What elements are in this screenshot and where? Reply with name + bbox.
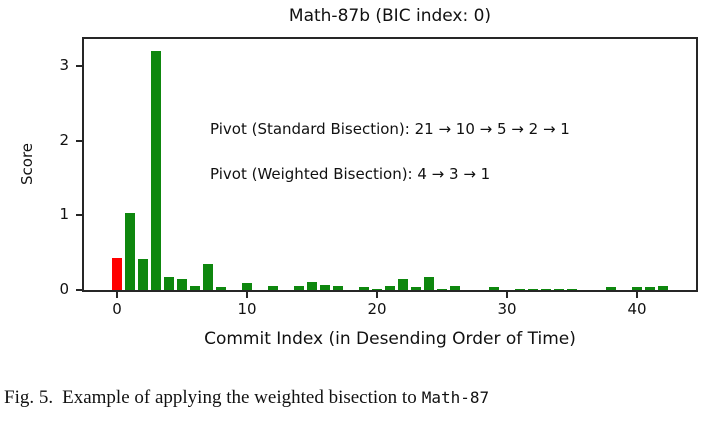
x-tick-mark bbox=[636, 292, 638, 298]
bar bbox=[177, 279, 187, 290]
bar bbox=[385, 286, 395, 290]
x-tick-label: 30 bbox=[497, 300, 517, 318]
y-tick-mark bbox=[76, 65, 82, 67]
chart-title: Math-87b (BIC index: 0) bbox=[288, 6, 492, 26]
x-tick-mark bbox=[506, 292, 508, 298]
y-tick-label: 1 bbox=[59, 205, 69, 223]
bar bbox=[515, 289, 525, 290]
x-axis-label: Commit Index (in Desending Order of Time… bbox=[204, 329, 576, 349]
annotation-weighted-bisection: Pivot (Weighted Bisection): 4 → 3 → 1 bbox=[210, 165, 491, 183]
bar bbox=[307, 282, 317, 290]
caption-code: Math-87 bbox=[421, 388, 490, 407]
y-tick-label: 2 bbox=[59, 131, 69, 149]
bar bbox=[125, 213, 135, 290]
bar bbox=[216, 287, 226, 290]
bar bbox=[424, 277, 434, 290]
bar bbox=[242, 283, 252, 290]
y-tick-label: 0 bbox=[59, 280, 69, 298]
y-tick-mark bbox=[76, 214, 82, 216]
bar bbox=[645, 287, 655, 290]
bar bbox=[411, 287, 421, 290]
caption-fig-number: Fig. 5. bbox=[4, 387, 54, 408]
annotation-standard-bisection: Pivot (Standard Bisection): 21 → 10 → 5 … bbox=[210, 120, 570, 138]
bar bbox=[190, 286, 200, 290]
y-axis-ticks: 0 1 2 3 bbox=[0, 37, 82, 298]
bar-highlighted bbox=[112, 258, 122, 290]
caption-text: Example of applying the weighted bisecti… bbox=[62, 387, 417, 408]
bar bbox=[658, 286, 668, 290]
x-tick-mark bbox=[376, 292, 378, 298]
x-tick-mark bbox=[116, 292, 118, 298]
bar bbox=[450, 286, 460, 290]
bar bbox=[632, 287, 642, 290]
bar bbox=[151, 51, 161, 290]
figure-caption: Fig. 5. Example of applying the weighted … bbox=[4, 387, 489, 409]
x-axis-ticks: 0 10 20 30 40 bbox=[82, 292, 698, 320]
bar bbox=[489, 287, 499, 290]
bar bbox=[541, 289, 551, 290]
x-tick-label: 20 bbox=[367, 300, 387, 318]
x-tick-mark bbox=[246, 292, 248, 298]
y-tick-mark bbox=[76, 140, 82, 142]
y-axis-label: Score bbox=[18, 142, 36, 186]
bar bbox=[528, 289, 538, 290]
x-tick-label: 0 bbox=[112, 300, 122, 318]
bar bbox=[203, 264, 213, 290]
bar bbox=[294, 286, 304, 290]
bar bbox=[320, 285, 330, 290]
bar bbox=[164, 277, 174, 290]
y-tick-label: 3 bbox=[59, 56, 69, 74]
x-tick-label: 40 bbox=[627, 300, 647, 318]
x-tick-label: 10 bbox=[237, 300, 257, 318]
bar bbox=[372, 289, 382, 290]
bar bbox=[333, 286, 343, 290]
bar bbox=[268, 286, 278, 290]
bar bbox=[398, 279, 408, 290]
bar bbox=[138, 259, 148, 290]
y-tick-mark bbox=[76, 289, 82, 291]
bar bbox=[359, 287, 369, 290]
plot-area: Pivot (Standard Bisection): 21 → 10 → 5 … bbox=[82, 37, 698, 292]
bar bbox=[437, 289, 447, 290]
bar bbox=[606, 287, 616, 290]
bar bbox=[554, 289, 564, 290]
bar bbox=[567, 289, 577, 290]
